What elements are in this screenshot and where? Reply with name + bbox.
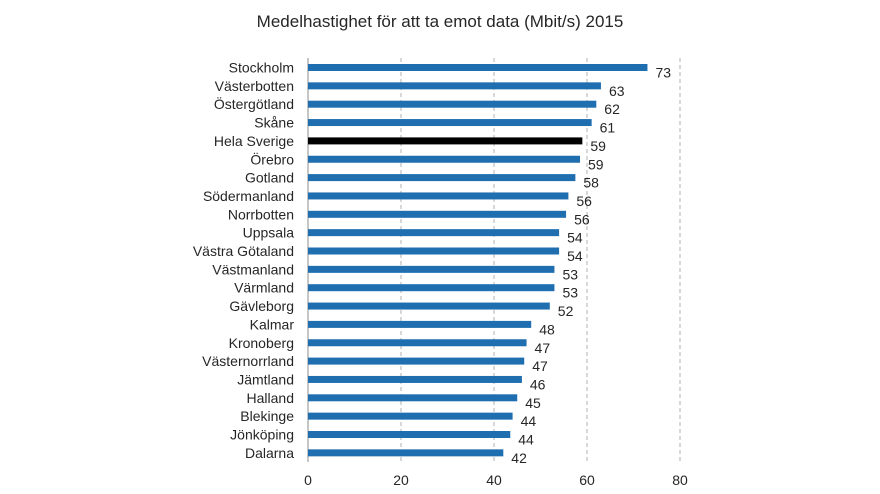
bar	[308, 82, 601, 90]
bar	[308, 137, 583, 145]
category-label: Hela Sverige	[214, 133, 294, 149]
category-label: Västernorrland	[202, 353, 294, 369]
bar	[308, 265, 555, 273]
category-label: Kronoberg	[229, 335, 294, 351]
bar	[308, 229, 560, 237]
bar	[308, 174, 576, 182]
bar	[308, 119, 592, 127]
bar	[308, 284, 555, 292]
bar	[308, 431, 511, 438]
data-label: 59	[590, 138, 606, 154]
category-label: Gotland	[245, 170, 294, 186]
bar	[308, 320, 532, 328]
category-label: Värmland	[234, 280, 294, 296]
bar	[308, 247, 560, 255]
data-label: 54	[567, 248, 583, 264]
bar	[308, 375, 522, 383]
x-tick-label: 20	[393, 472, 409, 488]
data-label: 47	[532, 358, 548, 374]
bar	[308, 339, 527, 347]
data-label: 44	[518, 432, 534, 448]
category-label: Västra Götaland	[193, 243, 294, 259]
x-tick-label: 0	[304, 472, 312, 488]
category-label: Kalmar	[250, 316, 295, 332]
data-label: 59	[588, 156, 604, 172]
category-label: Örebro	[250, 150, 294, 167]
category-label: Stockholm	[229, 60, 294, 76]
data-label: 63	[609, 83, 625, 99]
data-label: 56	[576, 193, 592, 209]
data-label: 73	[655, 65, 671, 81]
data-label: 42	[511, 450, 527, 466]
data-label: 45	[525, 395, 541, 411]
category-label: Skåne	[254, 115, 294, 131]
chart-title: Medelhastighet för att ta emot data (Mbi…	[256, 12, 624, 31]
data-label: 62	[604, 101, 620, 117]
data-label: 61	[600, 120, 616, 136]
category-label: Norrbotten	[228, 206, 294, 222]
category-label: Uppsala	[243, 225, 295, 241]
data-label: 53	[562, 266, 578, 282]
data-label: 44	[521, 413, 537, 429]
bar	[308, 302, 550, 310]
data-label: 46	[530, 376, 546, 392]
x-tick-label: 80	[672, 472, 688, 488]
bar	[308, 449, 504, 457]
category-label: Västmanland	[212, 261, 294, 277]
data-label: 56	[574, 211, 590, 227]
data-label: 53	[562, 285, 578, 301]
category-label: Jämtland	[237, 371, 294, 387]
data-label: 47	[535, 340, 551, 356]
bar	[308, 357, 525, 365]
category-label: Västerbotten	[215, 78, 294, 94]
bar	[308, 155, 581, 163]
data-label: 52	[558, 303, 574, 319]
category-label: Gävleborg	[229, 298, 294, 314]
data-label: 58	[583, 175, 599, 191]
category-label: Blekinge	[240, 408, 294, 424]
x-tick-label: 60	[579, 472, 595, 488]
category-label: Östergötland	[214, 95, 294, 112]
category-label: Halland	[247, 390, 294, 406]
category-label: Södermanland	[203, 188, 294, 204]
category-label: Dalarna	[245, 445, 294, 461]
bar	[308, 394, 518, 402]
data-label: 54	[567, 230, 583, 246]
bar	[308, 412, 513, 420]
x-tick-label: 40	[486, 472, 502, 488]
data-label: 48	[539, 321, 555, 337]
bar	[308, 210, 567, 218]
bar	[308, 100, 597, 108]
bar	[308, 192, 569, 200]
category-label: Jönköping	[230, 427, 294, 443]
bar	[308, 64, 648, 71]
